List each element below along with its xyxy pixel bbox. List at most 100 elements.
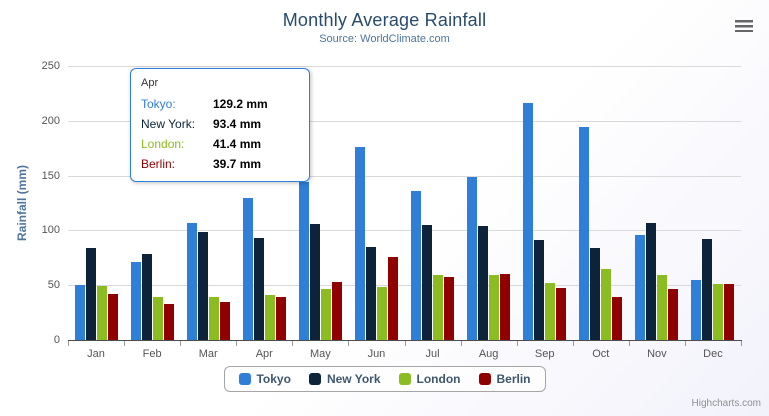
x-axis-tick [628, 341, 630, 346]
bar-tokyo[interactable] [130, 261, 141, 340]
bar-berlin[interactable] [668, 288, 679, 340]
bar-tokyo[interactable] [186, 223, 197, 340]
tooltip-row: New York: 93.4 mm [141, 114, 299, 134]
bar-london[interactable] [264, 294, 275, 340]
bar-berlin[interactable] [219, 302, 230, 340]
bar-new-york[interactable] [197, 232, 208, 340]
tooltip-series-name: New York: [141, 117, 196, 131]
bar-london[interactable] [208, 296, 219, 340]
gridline [68, 66, 741, 67]
hamburger-icon [735, 20, 753, 32]
bar-tokyo[interactable] [298, 182, 309, 340]
bar-tokyo[interactable] [411, 191, 422, 340]
bar-tokyo[interactable] [74, 285, 85, 340]
bar-berlin[interactable] [107, 293, 118, 340]
gridline [68, 230, 741, 232]
bar-tokyo[interactable] [691, 280, 702, 340]
x-axis-tick [236, 341, 238, 346]
bar-london[interactable] [320, 288, 331, 340]
x-axis-label: Nov [647, 348, 667, 360]
bar-tokyo[interactable] [467, 177, 478, 340]
legend-item-tokyo[interactable]: Tokyo [238, 372, 291, 386]
bar-tokyo[interactable] [354, 147, 365, 340]
x-axis-tick [572, 341, 574, 346]
bar-group-mar [180, 66, 236, 340]
x-axis-tick [684, 341, 686, 346]
bar-tokyo[interactable] [635, 235, 646, 340]
bar-new-york[interactable] [478, 225, 489, 340]
bar-group-jun [348, 66, 404, 340]
bar-tokyo[interactable] [242, 198, 253, 340]
bar-group-oct [573, 66, 629, 340]
x-axis-tick [741, 341, 742, 346]
legend: Tokyo New York London Berlin [223, 366, 546, 392]
bar-berlin[interactable] [331, 282, 342, 340]
bar-new-york[interactable] [309, 223, 320, 340]
bar-london[interactable] [713, 283, 724, 340]
bar-group-jul [405, 66, 461, 340]
tooltip-header: Apr [141, 77, 159, 89]
tooltip-row: Tokyo: 129.2 mm [141, 94, 299, 114]
bar-london[interactable] [376, 287, 387, 340]
bar-berlin[interactable] [275, 296, 286, 340]
bar-new-york[interactable] [590, 248, 601, 340]
chart-subtitle: Source: WorldClimate.com [319, 33, 450, 45]
legend-symbol [308, 373, 321, 385]
tooltip-series-name: Tokyo: [141, 97, 176, 111]
legend-symbol [478, 373, 491, 385]
bar-group-jan [68, 66, 124, 340]
credits-link[interactable]: Highcharts.com [691, 398, 761, 409]
bar-berlin[interactable] [444, 277, 455, 340]
bar-london[interactable] [96, 286, 107, 340]
bar-london[interactable] [433, 275, 444, 340]
bar-new-york[interactable] [646, 223, 657, 340]
gridline [68, 285, 741, 287]
y-axis-label: 50 [47, 279, 60, 292]
bar-berlin[interactable] [556, 287, 567, 340]
tooltip-series-value: 39.7 mm [213, 157, 262, 171]
x-axis-label: Sep [534, 348, 555, 360]
bar-london[interactable] [152, 297, 163, 340]
x-axis-label: May [309, 348, 331, 360]
x-axis-label: Dec [703, 348, 723, 360]
bar-new-york[interactable] [702, 238, 713, 340]
legend-item-london[interactable]: London [398, 372, 461, 386]
x-axis-tick [292, 341, 294, 346]
x-axis-tick [180, 341, 182, 346]
bar-berlin[interactable] [387, 257, 398, 340]
legend-symbol [398, 373, 411, 385]
x-axis-tick [460, 341, 462, 346]
bar-new-york[interactable] [534, 240, 545, 340]
bar-berlin[interactable] [724, 284, 735, 340]
y-axis-label: 200 [41, 114, 60, 127]
x-axis-tick [68, 341, 69, 346]
export-menu-button[interactable] [731, 16, 757, 36]
bar-berlin[interactable] [500, 273, 511, 340]
bar-london[interactable] [601, 268, 612, 340]
bar-tokyo[interactable] [523, 102, 534, 340]
bar-new-york[interactable] [85, 248, 96, 340]
bar-london[interactable] [489, 274, 500, 340]
bar-new-york[interactable] [253, 237, 264, 340]
tooltip-series-name: Berlin: [141, 157, 176, 171]
bar-berlin[interactable] [612, 297, 623, 340]
bar-new-york[interactable] [365, 247, 376, 340]
bar-london[interactable] [545, 282, 556, 340]
chart-title: Monthly Average Rainfall [282, 10, 487, 30]
bar-tokyo[interactable] [579, 127, 590, 340]
tooltip-row: Berlin: 39.7 mm [141, 154, 299, 174]
bar-group-sep [517, 66, 573, 340]
legend-item-berlin[interactable]: Berlin [478, 372, 531, 386]
bar-new-york[interactable] [141, 253, 152, 340]
x-axis-tick [404, 341, 406, 346]
tooltip-rows: Tokyo: 129.2 mm New York: 93.4 mm London: 41.… [141, 94, 299, 174]
tooltip-row: London: 41.4 mm [141, 134, 299, 154]
bar-group-nov [629, 66, 685, 340]
bar-group-may [292, 66, 348, 340]
legend-item-new-york[interactable]: New York [308, 372, 381, 386]
bar-group-feb [124, 66, 180, 340]
bar-berlin[interactable] [163, 303, 174, 340]
bar-new-york[interactable] [422, 224, 433, 340]
bar-london[interactable] [657, 275, 668, 340]
